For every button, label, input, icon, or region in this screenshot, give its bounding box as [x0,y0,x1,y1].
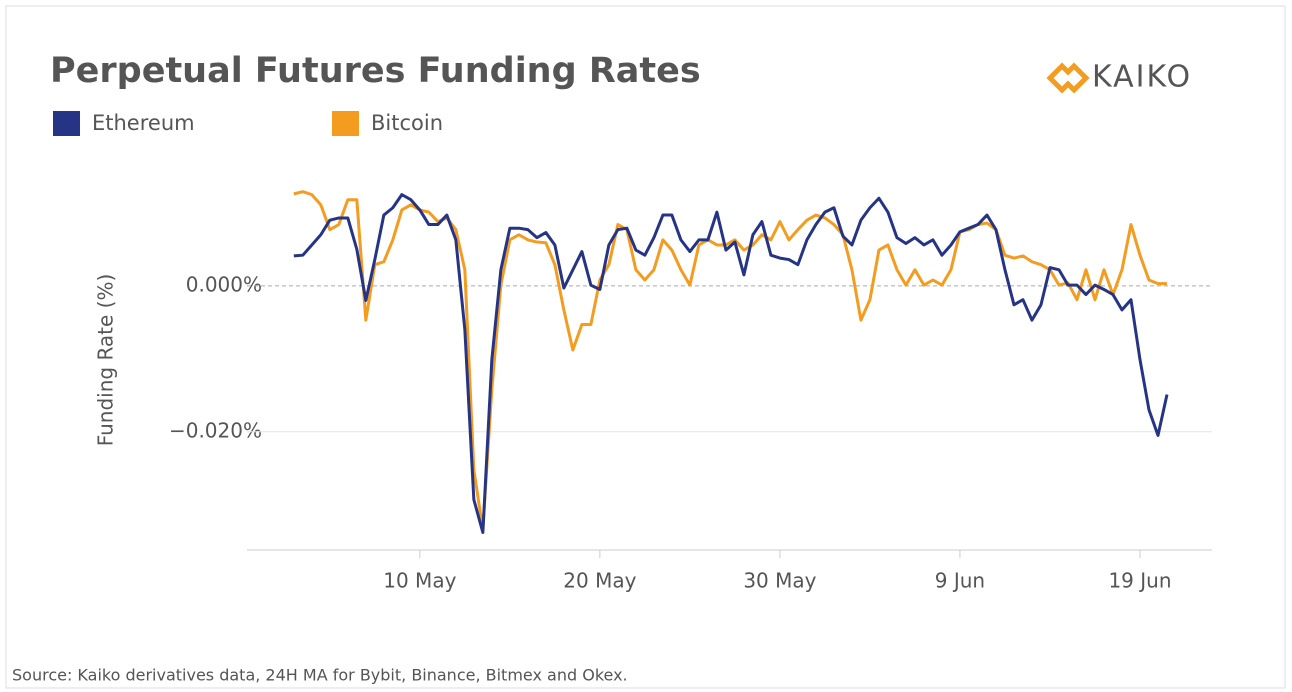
logo-icon [1046,62,1090,94]
x-tick-label: 9 Jun [935,569,985,593]
logo-text: KAIKO [1092,60,1192,95]
x-tick-label: 19 Jun [1108,569,1171,593]
frame [5,5,1286,689]
legend-label: Bitcoin [371,111,443,135]
legend-swatch [53,111,80,136]
legend-swatch [332,111,359,136]
y-tick-label: −0.020% [169,418,262,442]
line-series [293,193,1169,534]
line-series [293,190,1167,532]
legend-label: Ethereum [92,111,195,135]
x-tick-label: 10 May [383,569,456,593]
y-axis-label: Funding Rate (%) [94,274,118,447]
x-tick-label: 20 May [563,569,636,593]
x-tick-label: 30 May [743,569,816,593]
logo: KAIKO [1046,60,1192,95]
chart-title: Perpetual Futures Funding Rates [50,51,701,91]
source-note: Source: Kaiko derivatives data, 24H MA f… [12,666,628,685]
y-tick-label: 0.000% [186,272,262,296]
